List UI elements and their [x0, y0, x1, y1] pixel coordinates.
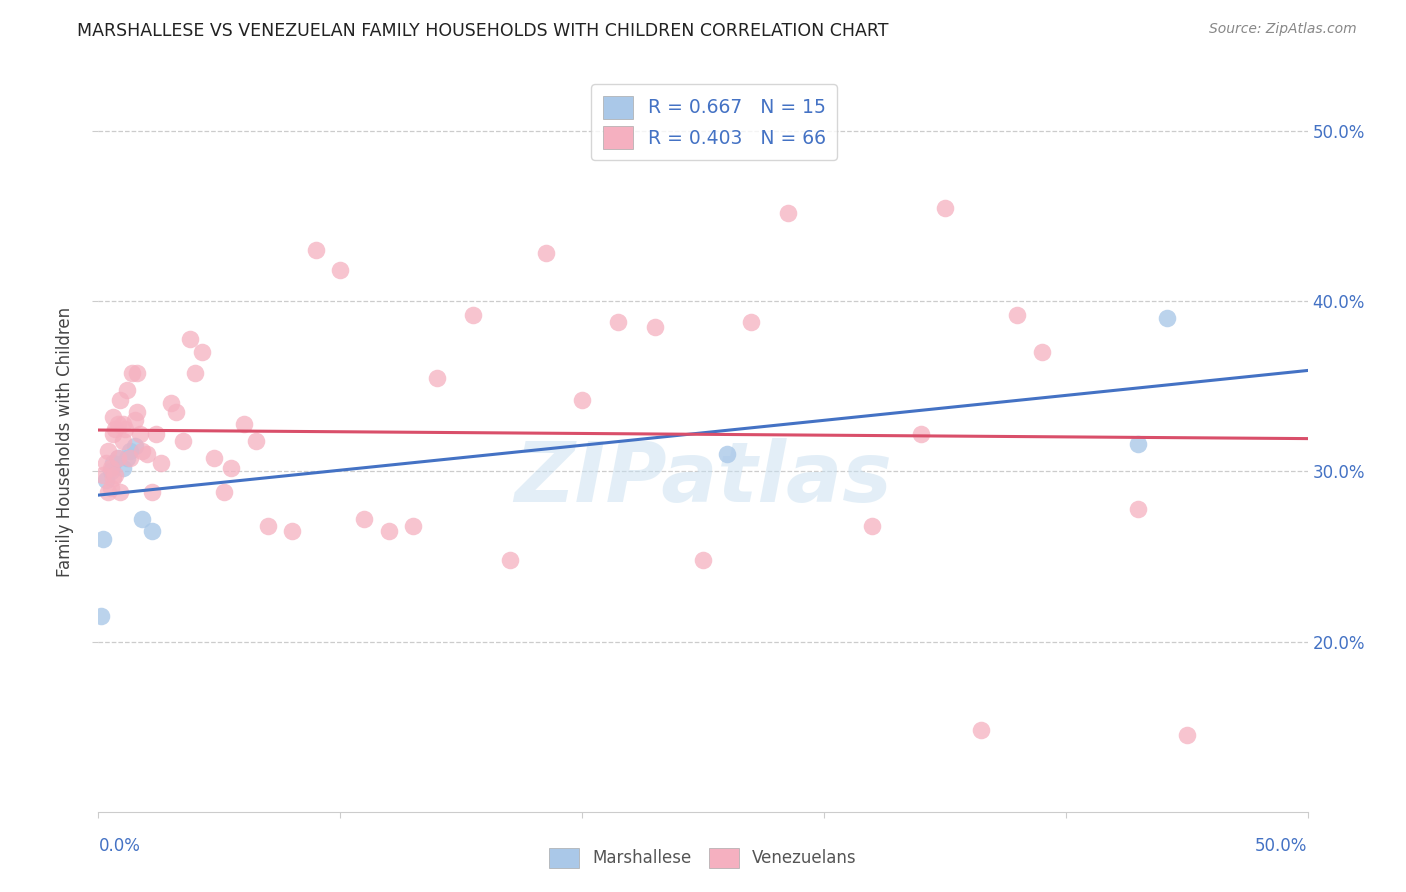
Point	[118, 450, 141, 465]
Point	[100, 464, 122, 478]
Point	[117, 450, 139, 465]
Point	[692, 553, 714, 567]
Point	[141, 524, 163, 538]
Point	[100, 481, 122, 495]
Y-axis label: Family Households with Children: Family Households with Children	[56, 307, 75, 576]
Point	[104, 467, 127, 482]
Point	[245, 434, 267, 448]
Point	[1031, 345, 1053, 359]
Point	[1128, 501, 1150, 516]
Point	[150, 456, 173, 470]
Point	[165, 405, 187, 419]
Point	[124, 413, 146, 427]
Point	[107, 450, 129, 465]
Point	[498, 553, 520, 567]
Point	[160, 396, 183, 410]
Point	[970, 723, 993, 737]
Point	[172, 434, 194, 448]
Point	[141, 484, 163, 499]
Point	[776, 205, 799, 219]
Text: Source: ZipAtlas.com: Source: ZipAtlas.com	[1209, 22, 1357, 37]
Point	[716, 447, 738, 461]
Legend: Marshallese, Venezuelans: Marshallese, Venezuelans	[543, 841, 863, 875]
Point	[104, 422, 127, 436]
Point	[740, 314, 762, 328]
Point	[127, 366, 149, 380]
Point	[128, 426, 150, 441]
Point	[1156, 311, 1178, 326]
Text: ZIPatlas: ZIPatlas	[515, 438, 891, 519]
Point	[127, 405, 149, 419]
Point	[94, 473, 117, 487]
Point	[108, 392, 131, 407]
Point	[107, 417, 129, 431]
Point	[135, 447, 157, 461]
Point	[204, 450, 226, 465]
Point	[191, 345, 214, 359]
Point	[221, 461, 243, 475]
Point	[101, 456, 124, 470]
Point	[212, 484, 235, 499]
Text: 0.0%: 0.0%	[98, 837, 141, 855]
Point	[114, 422, 136, 436]
Point	[131, 512, 153, 526]
Point	[90, 609, 112, 624]
Point	[426, 370, 449, 384]
Point	[329, 263, 352, 277]
Point	[534, 246, 557, 260]
Point	[111, 434, 134, 448]
Point	[353, 512, 375, 526]
Point	[305, 243, 328, 257]
Point	[232, 417, 254, 431]
Point	[463, 308, 485, 322]
Point	[100, 461, 122, 475]
Point	[101, 471, 124, 485]
Point	[145, 426, 167, 441]
Point	[111, 417, 134, 431]
Point	[101, 426, 124, 441]
Text: MARSHALLESE VS VENEZUELAN FAMILY HOUSEHOLDS WITH CHILDREN CORRELATION CHART: MARSHALLESE VS VENEZUELAN FAMILY HOUSEHO…	[77, 22, 889, 40]
Point	[107, 450, 129, 465]
Point	[94, 456, 117, 470]
Point	[934, 201, 956, 215]
Point	[1007, 308, 1029, 322]
Point	[1175, 728, 1198, 742]
Point	[571, 392, 593, 407]
Point	[118, 443, 141, 458]
Point	[402, 518, 425, 533]
Point	[97, 484, 120, 499]
Point	[108, 484, 131, 499]
Point	[91, 467, 114, 482]
Point	[124, 439, 146, 453]
Point	[101, 409, 124, 424]
Point	[179, 332, 201, 346]
Point	[281, 524, 304, 538]
Point	[1128, 437, 1150, 451]
Point	[607, 314, 630, 328]
Point	[256, 518, 278, 533]
Legend: R = 0.667   N = 15, R = 0.403   N = 66: R = 0.667 N = 15, R = 0.403 N = 66	[592, 85, 837, 161]
Point	[91, 533, 114, 547]
Point	[860, 518, 883, 533]
Point	[97, 443, 120, 458]
Text: 50.0%: 50.0%	[1256, 837, 1308, 855]
Point	[117, 383, 139, 397]
Point	[644, 319, 666, 334]
Point	[111, 461, 134, 475]
Point	[131, 443, 153, 458]
Point	[910, 426, 932, 441]
Point	[184, 366, 207, 380]
Point	[377, 524, 399, 538]
Point	[121, 366, 143, 380]
